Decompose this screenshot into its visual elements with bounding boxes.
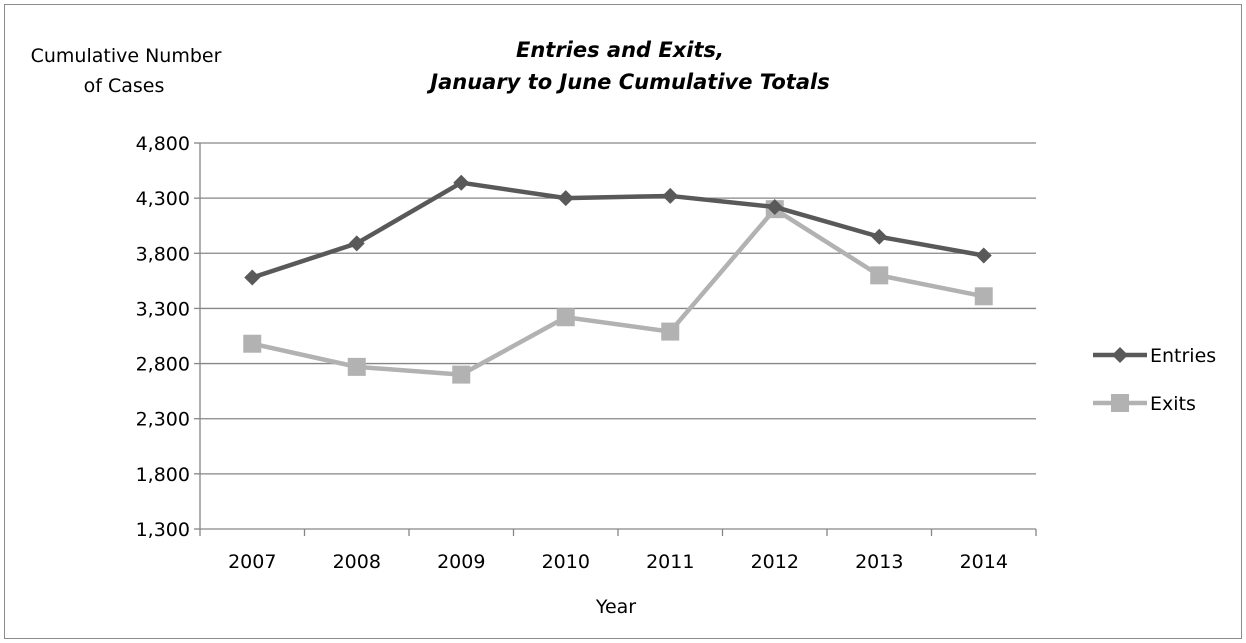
data-point-entries	[557, 190, 574, 207]
y-tick-label: 3,300	[136, 298, 190, 320]
x-tick-label: 2012	[751, 551, 799, 573]
data-point-exits	[661, 322, 680, 341]
y-axis-title-line2: of Cases	[84, 75, 165, 97]
y-tick-label: 2,800	[136, 354, 190, 376]
data-point-entries	[766, 198, 783, 215]
y-tick-label: 4,800	[136, 133, 190, 155]
data-point-exits	[974, 287, 993, 306]
x-tick-label: 2010	[542, 551, 590, 573]
data-point-exits	[870, 266, 889, 285]
data-point-exits	[243, 334, 262, 353]
data-point-entries	[975, 247, 992, 264]
chart-title-line2: January to June Cumulative Totals	[426, 70, 829, 94]
x-tick-label: 2011	[646, 551, 694, 573]
data-point-entries	[662, 187, 679, 204]
legend-marker-exits	[1111, 394, 1129, 412]
data-point-exits	[452, 365, 471, 384]
x-tick-label: 2008	[333, 551, 381, 573]
data-point-entries	[453, 174, 470, 191]
chart-title-line1: Entries and Exits,	[516, 38, 724, 62]
x-axis-title: Year	[595, 596, 636, 618]
y-tick-label: 1,300	[136, 519, 190, 541]
legend-label-exits: Exits	[1150, 393, 1196, 415]
y-tick-label: 2,300	[136, 409, 190, 431]
data-point-entries	[871, 228, 888, 245]
x-tick-label: 2009	[437, 551, 485, 573]
x-tick-label: 2014	[960, 551, 1008, 573]
x-tick-label: 2007	[228, 551, 276, 573]
data-point-exits	[347, 357, 366, 376]
y-tick-label: 4,300	[136, 188, 190, 210]
legend-label-entries: Entries	[1150, 345, 1216, 367]
legend-marker-entries	[1112, 347, 1128, 363]
y-tick-label: 3,800	[136, 243, 190, 265]
y-tick-label: 1,800	[136, 464, 190, 486]
data-point-entries	[244, 269, 261, 286]
series-line-exits	[251, 206, 985, 377]
data-point-exits	[556, 308, 575, 327]
x-tick-label: 2013	[855, 551, 903, 573]
series-line-entries	[251, 180, 985, 280]
y-axis-title-line1: Cumulative Number	[31, 45, 222, 67]
data-point-entries	[348, 235, 365, 252]
